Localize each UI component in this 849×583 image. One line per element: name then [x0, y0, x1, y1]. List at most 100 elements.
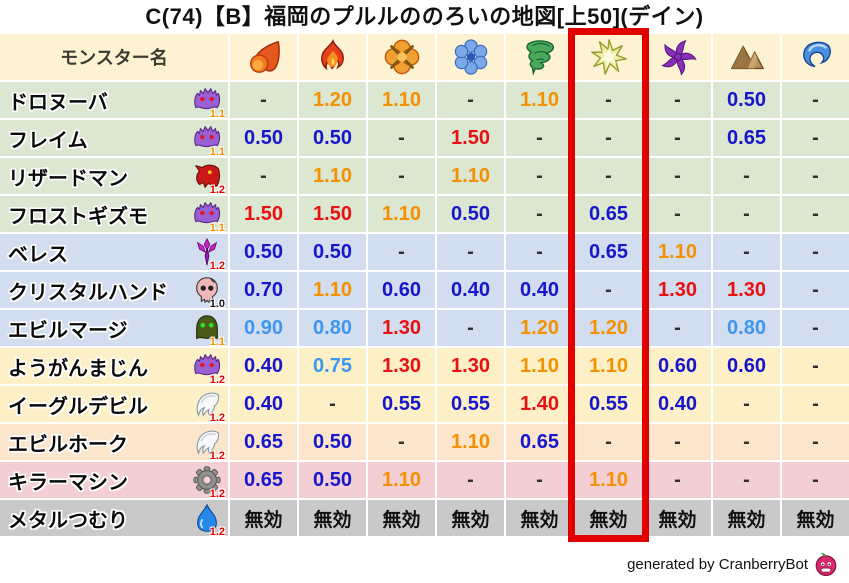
fireball-icon — [245, 38, 283, 76]
skull-monster-icon: 1.0 — [192, 275, 225, 310]
purple-blob-monster-icon: 1.1 — [192, 85, 225, 120]
resistance-cell: - — [713, 158, 780, 194]
resistance-cell: 1.20 — [575, 310, 642, 346]
monster-multiplier: 1.2 — [209, 260, 225, 272]
resistance-cell: - — [230, 82, 297, 118]
resistance-cell: - — [782, 310, 849, 346]
monster-name-cell: ようがんまじん 1.2 — [0, 348, 228, 386]
resistance-cell: - — [437, 310, 504, 346]
resistance-cell: - — [644, 120, 711, 156]
resistance-cell: 無効 — [506, 500, 573, 536]
monster-name-cell: イーグルデビル 1.2 — [0, 386, 228, 424]
resistance-cell: - — [644, 158, 711, 194]
monster-name: ベレス — [8, 243, 68, 266]
monster-name: エビルマージ — [8, 319, 128, 342]
monster-name-cell: ドロヌーバ 1.1 — [0, 82, 228, 120]
resistance-cell: 1.20 — [299, 82, 366, 118]
monster-multiplier: 1.2 — [209, 412, 225, 424]
resistance-cell: 1.10 — [437, 424, 504, 460]
slime-monster-icon: 1.2 — [192, 503, 225, 538]
monster-name: ドロヌーバ — [8, 91, 108, 114]
element-column-header — [644, 34, 711, 80]
resistance-cell: 0.40 — [644, 386, 711, 422]
resistance-cell: 無効 — [437, 500, 504, 536]
monster-multiplier: 1.1 — [209, 108, 225, 120]
resistance-cell: - — [575, 424, 642, 460]
resistance-cell: 0.50 — [299, 234, 366, 270]
monster-multiplier: 1.2 — [209, 374, 225, 386]
resistance-cell: - — [782, 234, 849, 270]
resistance-cell: 1.10 — [437, 158, 504, 194]
explosion-icon — [383, 38, 421, 76]
resistance-cell: 1.10 — [506, 348, 573, 384]
resistance-cell: 1.50 — [230, 196, 297, 232]
resistance-cell: 1.30 — [437, 348, 504, 384]
resistance-cell: 無効 — [299, 500, 366, 536]
resistance-cell: 0.75 — [299, 348, 366, 384]
resistance-cell: 1.50 — [437, 120, 504, 156]
element-column-header — [575, 34, 642, 80]
resistance-cell: - — [575, 120, 642, 156]
resistance-cell: 無効 — [644, 500, 711, 536]
resistance-cell: - — [506, 234, 573, 270]
monster-name-cell: ベレス 1.2 — [0, 234, 228, 272]
resistance-cell: - — [506, 462, 573, 498]
resistance-cell: 1.10 — [299, 272, 366, 308]
resistance-cell: - — [713, 462, 780, 498]
resistance-cell: 0.55 — [437, 386, 504, 422]
resistance-grid: モンスター名 ドロヌーバ 1.1-1.20 1.10-1.10- -0.50- フレイム… — [0, 34, 849, 538]
resistance-cell: - — [368, 424, 435, 460]
resistance-cell: - — [437, 462, 504, 498]
wing-monster-icon: 1.2 — [192, 389, 225, 424]
resistance-cell: - — [782, 386, 849, 422]
element-column-header — [437, 34, 504, 80]
resistance-cell: - — [437, 234, 504, 270]
resistance-cell: 0.65 — [506, 424, 573, 460]
resistance-cell: - — [368, 120, 435, 156]
resistance-cell: 1.10 — [299, 158, 366, 194]
element-column-header — [368, 34, 435, 80]
resistance-cell: - — [575, 82, 642, 118]
monster-name: メタルつむり — [8, 509, 128, 532]
resistance-cell: 0.40 — [437, 272, 504, 308]
footer: generated by CranberryBot — [627, 551, 839, 577]
resistance-cell: 0.50 — [230, 234, 297, 270]
resistance-cell: - — [644, 310, 711, 346]
monster-name: リザードマン — [8, 167, 128, 190]
resistance-cell: 0.60 — [368, 272, 435, 308]
resistance-cell: - — [782, 462, 849, 498]
monster-name-cell: エビルホーク 1.2 — [0, 424, 228, 462]
monster-name: ようがんまじん — [8, 357, 148, 380]
resistance-cell: 0.70 — [230, 272, 297, 308]
monster-multiplier: 1.2 — [209, 526, 225, 538]
element-column-header — [299, 34, 366, 80]
resistance-cell: - — [713, 424, 780, 460]
resistance-cell: 1.10 — [506, 82, 573, 118]
resistance-cell: 0.50 — [299, 462, 366, 498]
element-column-header — [713, 34, 780, 80]
resistance-cell: - — [644, 196, 711, 232]
monster-name: エビルホーク — [8, 433, 128, 456]
trident-monster-icon: 1.2 — [192, 237, 225, 272]
resistance-cell: 0.60 — [644, 348, 711, 384]
resistance-cell: - — [437, 82, 504, 118]
resistance-cell: - — [506, 120, 573, 156]
resistance-table: モンスター名 ドロヌーバ 1.1-1.20 1.10-1.10- -0.50- フレイム… — [0, 28, 849, 542]
resistance-cell: 0.40 — [230, 386, 297, 422]
flame-icon — [314, 38, 352, 76]
resistance-cell: 0.65 — [575, 234, 642, 270]
monster-name-cell: リザードマン 1.2 — [0, 158, 228, 196]
monster-name: クリスタルハンド — [8, 281, 168, 304]
resistance-cell: 無効 — [575, 500, 642, 536]
monster-name-cell: フロストギズモ 1.1 — [0, 196, 228, 234]
wave-icon — [797, 38, 835, 76]
resistance-cell: 1.40 — [506, 386, 573, 422]
resistance-cell: 1.30 — [368, 348, 435, 384]
resistance-cell: - — [230, 158, 297, 194]
credit-text: generated by CranberryBot — [627, 555, 808, 573]
resistance-cell: 無効 — [713, 500, 780, 536]
monster-multiplier: 1.1 — [209, 146, 225, 158]
resistance-cell: 無効 — [230, 500, 297, 536]
resistance-cell: 1.30 — [368, 310, 435, 346]
resistance-cell: - — [368, 234, 435, 270]
